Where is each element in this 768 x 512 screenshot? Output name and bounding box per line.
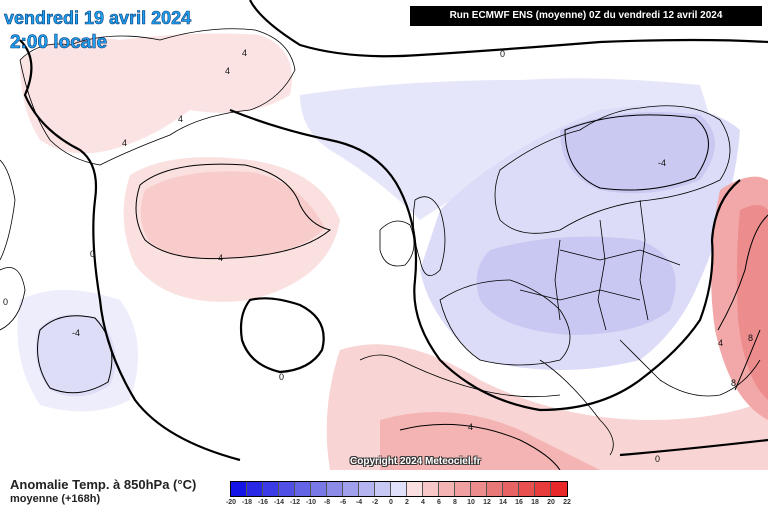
thin-contours [37,114,768,471]
contour-label: 4 [468,422,473,432]
forecast-time: 2:00 locale [10,32,108,53]
contour-label: 4 [178,114,183,124]
forecast-date: vendredi 19 avril 2024 [4,8,192,29]
west-cool-region [17,290,138,412]
greenland-warm-region [20,33,292,154]
color-scale-swatch [455,482,471,496]
color-scale-swatch [375,482,391,496]
color-scale-tick: -2 [371,499,379,506]
color-scale-tick: -12 [289,499,301,506]
zero-contours [19,0,768,462]
color-scale-tick: 0 [389,499,393,506]
contour-labels: 0 4 4 4 4 4 0 0 -4 0 -4 4 4 8 8 0 [3,48,753,464]
contour-label: 0 [279,372,284,382]
color-scale-tick: 22 [563,499,571,506]
color-scale-tick: -6 [339,499,347,506]
color-scale-tick: 12 [483,499,491,506]
color-scale-tick: -4 [355,499,363,506]
color-scale-tick: -18 [241,499,253,506]
contour-label: 4 [225,66,230,76]
contour-label: 4 [242,48,247,58]
color-scale [230,481,568,497]
color-scale-tick: 10 [467,499,475,506]
contour-label: 8 [731,378,736,388]
color-scale-swatch [535,482,551,496]
color-scale-swatch [295,482,311,496]
color-scale-tick: 8 [453,499,457,506]
color-scale-swatch [327,482,343,496]
contour-label: -4 [658,158,666,168]
color-scale-tick: 16 [515,499,523,506]
legend: Anomalie Temp. à 850hPa (°C) moyenne (+1… [0,470,768,512]
color-scale-swatch [471,482,487,496]
atlantic-warm-core [140,171,325,259]
color-scale-tick: 14 [499,499,507,506]
color-scale-swatch [263,482,279,496]
contour-label: 0 [500,49,505,59]
color-scale-swatch [391,482,407,496]
copyright-text: Copyright 2024 Meteociel.fr [350,456,481,467]
contour-label: 4 [218,253,223,263]
scandinavia-cold-core [560,112,715,194]
color-scale-swatch [423,482,439,496]
contour-label: 4 [718,338,723,348]
color-scale-swatch [279,482,295,496]
legend-title: Anomalie Temp. à 850hPa (°C) [10,477,197,492]
color-scale-tick: 4 [421,499,425,506]
contour-label: 0 [90,249,95,259]
map-svg: 0 4 4 4 4 4 0 0 -4 0 -4 4 4 8 8 0 [0,0,768,471]
coastlines [0,28,761,456]
color-scale-tick: 6 [437,499,441,506]
europe-cold-core [476,236,676,335]
color-scale-swatch [487,482,503,496]
legend-subtitle: moyenne (+168h) [10,493,101,505]
anomaly-shading [17,33,768,470]
contour-label: 0 [655,454,660,464]
contour-label: 4 [122,138,127,148]
color-scale-tick: -10 [305,499,317,506]
color-scale-tick: 20 [547,499,555,506]
contour-label: 0 [3,297,8,307]
color-scale-tick: -16 [257,499,269,506]
color-scale-swatch [231,482,247,496]
color-scale-swatch [343,482,359,496]
color-scale-swatch [359,482,375,496]
color-scale-swatch [503,482,519,496]
color-scale-tick: -8 [323,499,331,506]
color-scale-swatch [407,482,423,496]
color-scale-tick: 2 [405,499,409,506]
color-scale-swatch [311,482,327,496]
color-scale-swatch [439,482,455,496]
color-scale-swatch [519,482,535,496]
color-scale-tick: -14 [273,499,285,506]
color-scale-tick: 18 [531,499,539,506]
color-scale-swatch [551,482,567,496]
run-info: Run ECMWF ENS (moyenne) 0Z du vendredi 1… [410,6,762,26]
contour-label: -4 [72,328,80,338]
anomaly-map: 0 4 4 4 4 4 0 0 -4 0 -4 4 4 8 8 0 vendre… [0,0,768,471]
color-scale-swatch [247,482,263,496]
russia-hot [736,205,768,400]
contour-label: 8 [748,333,753,343]
color-scale-tick: -20 [225,499,237,506]
